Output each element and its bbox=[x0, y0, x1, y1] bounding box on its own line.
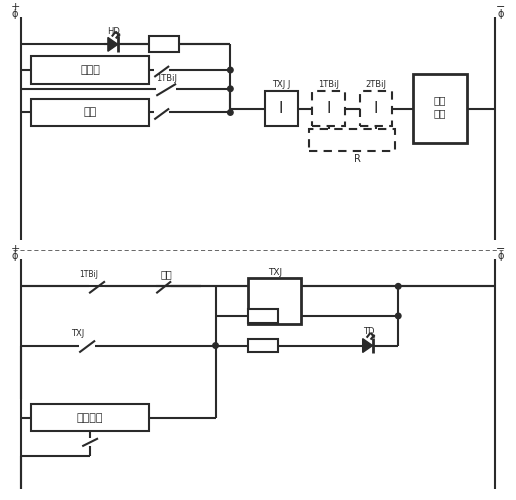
Bar bbox=[31, 56, 149, 84]
Bar bbox=[413, 74, 467, 143]
Polygon shape bbox=[363, 338, 373, 352]
Text: ϕ: ϕ bbox=[497, 250, 504, 260]
Text: TXJ: TXJ bbox=[268, 268, 282, 277]
Text: ϕ: ϕ bbox=[12, 250, 19, 260]
Bar bbox=[149, 36, 179, 52]
Polygon shape bbox=[108, 38, 118, 52]
Text: +: + bbox=[10, 244, 20, 254]
Bar bbox=[265, 92, 298, 126]
Text: TXJ: TXJ bbox=[71, 329, 84, 338]
Text: 1TBiJ: 1TBiJ bbox=[79, 270, 99, 279]
Bar bbox=[360, 92, 392, 126]
Text: R: R bbox=[354, 154, 361, 164]
Circle shape bbox=[395, 284, 401, 289]
Text: 手跳: 手跳 bbox=[84, 108, 96, 118]
Text: +: + bbox=[10, 2, 20, 12]
Text: −: − bbox=[496, 244, 506, 254]
Bar bbox=[310, 129, 395, 150]
Text: ϕ: ϕ bbox=[497, 8, 504, 18]
Circle shape bbox=[228, 68, 233, 73]
Circle shape bbox=[228, 110, 233, 116]
Circle shape bbox=[395, 313, 401, 318]
Bar bbox=[248, 338, 278, 352]
Text: I: I bbox=[374, 101, 378, 116]
Text: HD: HD bbox=[107, 27, 120, 36]
Text: ϕ: ϕ bbox=[12, 8, 19, 18]
Text: TD: TD bbox=[363, 327, 374, 336]
Bar bbox=[248, 309, 278, 323]
Text: I: I bbox=[326, 101, 331, 116]
Text: I: I bbox=[279, 101, 283, 116]
Circle shape bbox=[213, 343, 218, 348]
Bar bbox=[31, 98, 149, 126]
Text: 机构: 机构 bbox=[434, 108, 446, 118]
Text: 1TBiJ: 1TBiJ bbox=[156, 74, 176, 84]
Text: 操作: 操作 bbox=[434, 96, 446, 106]
Text: 保护跳: 保护跳 bbox=[80, 65, 100, 75]
Text: 手跳: 手跳 bbox=[160, 270, 172, 280]
Text: 复归按钮: 复归按钮 bbox=[77, 412, 103, 422]
Text: 1TBiJ: 1TBiJ bbox=[318, 80, 339, 89]
Circle shape bbox=[228, 86, 233, 92]
Bar bbox=[248, 278, 301, 324]
Bar bbox=[312, 92, 345, 126]
Text: TXJ J: TXJ J bbox=[272, 80, 291, 89]
Bar bbox=[31, 404, 149, 431]
Text: −: − bbox=[496, 2, 506, 12]
Text: 2TBiJ: 2TBiJ bbox=[365, 80, 386, 89]
